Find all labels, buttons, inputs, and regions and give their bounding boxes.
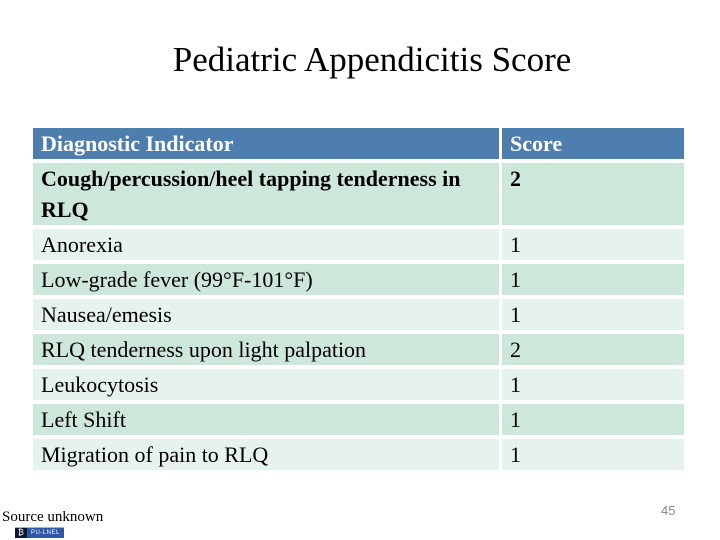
score-cell: 1 bbox=[502, 264, 684, 295]
indicator-cell: Migration of pain to RLQ bbox=[33, 439, 499, 470]
score-cell: 1 bbox=[502, 404, 684, 435]
table-row: Low-grade fever (99°F-101°F) 1 bbox=[33, 264, 684, 295]
slide-title: Pediatric Appendicitis Score bbox=[172, 40, 572, 79]
score-cell: 1 bbox=[502, 369, 684, 400]
watermark-badge[interactable]: ₿ PU-LNEL bbox=[15, 527, 64, 538]
pediatric-appendicitis-score-table: Diagnostic Indicator Score Cough/percuss… bbox=[33, 128, 684, 470]
indicator-cell: Anorexia bbox=[33, 229, 499, 260]
table-row: Anorexia 1 bbox=[33, 229, 684, 260]
table-header-row: Diagnostic Indicator Score bbox=[33, 128, 684, 159]
table-row: Left Shift 1 bbox=[33, 404, 684, 435]
indicator-cell: Low-grade fever (99°F-101°F) bbox=[33, 264, 499, 295]
indicator-cell: Left Shift bbox=[33, 404, 499, 435]
table-row: RLQ tenderness upon light palpation 2 bbox=[33, 334, 684, 365]
column-header-diagnostic-indicator: Diagnostic Indicator bbox=[33, 128, 499, 159]
watermark-logo-icon: ₿ bbox=[15, 528, 27, 538]
indicator-cell: Leukocytosis bbox=[33, 369, 499, 400]
score-cell: 1 bbox=[502, 229, 684, 260]
score-cell: 2 bbox=[502, 334, 684, 365]
table-row: Migration of pain to RLQ 1 bbox=[33, 439, 684, 470]
indicator-cell: Nausea/emesis bbox=[33, 299, 499, 330]
source-note: Source unknown bbox=[2, 509, 104, 525]
watermark-label: PU-LNEL bbox=[27, 528, 64, 538]
indicator-cell: Cough/percussion/heel tapping tenderness… bbox=[33, 163, 499, 225]
page-number: 45 bbox=[661, 503, 676, 518]
score-cell: 2 bbox=[502, 163, 684, 225]
column-header-score: Score bbox=[502, 128, 684, 159]
table-row: Leukocytosis 1 bbox=[33, 369, 684, 400]
score-cell: 1 bbox=[502, 299, 684, 330]
table-row: Nausea/emesis 1 bbox=[33, 299, 684, 330]
score-cell: 1 bbox=[502, 439, 684, 470]
table-row: Cough/percussion/heel tapping tenderness… bbox=[33, 163, 684, 225]
indicator-cell: RLQ tenderness upon light palpation bbox=[33, 334, 499, 365]
